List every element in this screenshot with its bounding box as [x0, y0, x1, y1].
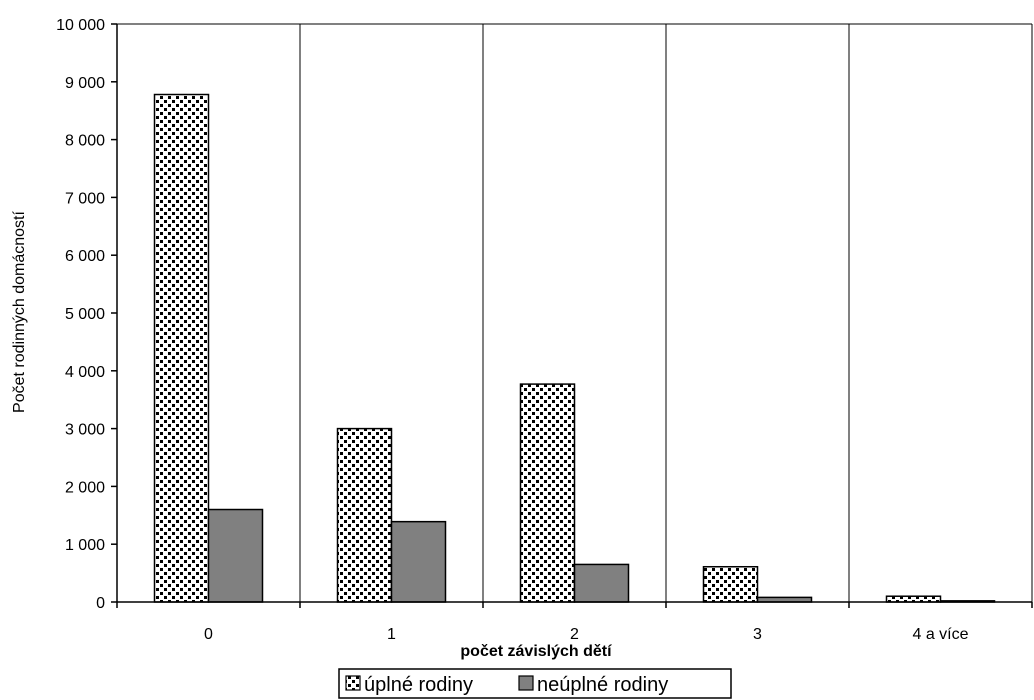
x-tick-label: 2 — [570, 626, 579, 643]
axes-group — [111, 23, 1033, 608]
y-tick-label: 8 000 — [65, 133, 105, 150]
y-tick-label: 2 000 — [65, 479, 105, 496]
bar-complete-3 — [702, 565, 759, 603]
y-tick-label: 7 000 — [65, 190, 105, 207]
x-tick-labels: 0 1 2 3 4 a více — [204, 626, 969, 643]
bar-single-1 — [390, 520, 447, 603]
y-tick-label: 5 000 — [65, 306, 105, 323]
legend-swatch-single — [518, 675, 534, 691]
y-tick-labels: 0 1 000 2 000 3 000 4 000 5 000 6 000 7 000 8 00… — [56, 17, 105, 612]
bars-group — [153, 93, 996, 603]
bar-complete-2 — [519, 383, 576, 603]
bar-complete-1 — [336, 427, 393, 603]
x-tick-label: 1 — [387, 626, 396, 643]
x-tick-label: 4 a více — [912, 626, 968, 643]
x-axis-title: počet závislých dětí — [460, 643, 612, 660]
y-axis-title: Počet rodinných domácností — [11, 211, 28, 413]
y-tick-label: 9 000 — [65, 75, 105, 92]
vertical-gridlines — [117, 23, 1033, 602]
y-tick-label: 0 — [96, 595, 105, 612]
bar-single-0 — [207, 508, 264, 603]
x-tick-label: 3 — [753, 626, 762, 643]
legend-box — [338, 668, 732, 699]
legend-label-complete: úplné rodiny — [364, 674, 473, 696]
y-tick-label: 1 000 — [65, 537, 105, 554]
bar-complete-4 — [885, 595, 942, 603]
bar-complete-0 — [153, 93, 210, 603]
y-tick-label: 10 000 — [56, 17, 105, 34]
x-tick-label: 0 — [204, 626, 213, 643]
legend-label-single: neúplné rodiny — [537, 674, 668, 696]
y-tick-label: 6 000 — [65, 248, 105, 265]
y-tick-label: 3 000 — [65, 422, 105, 439]
legend-swatch-complete — [345, 675, 361, 691]
y-tick-label: 4 000 — [65, 364, 105, 381]
bar-single-2 — [573, 563, 630, 603]
legend: úplné rodiny neúplné rodiny — [338, 668, 732, 699]
